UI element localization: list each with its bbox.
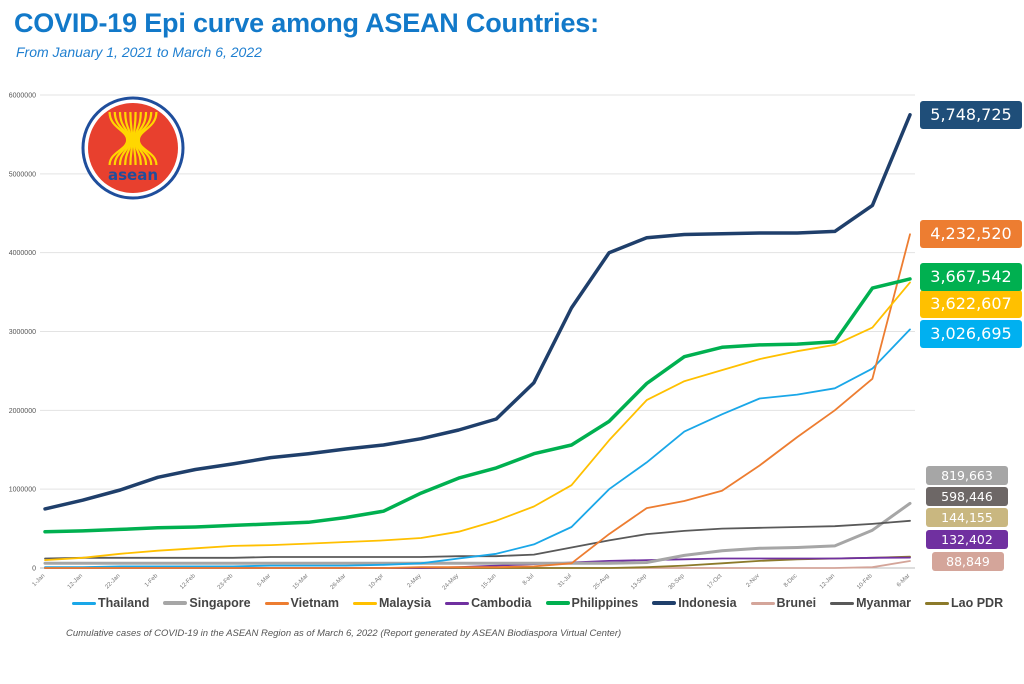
x-tick-label: 12-Jan: [67, 573, 84, 590]
legend-label: Lao PDR: [951, 596, 1004, 610]
x-tick-label: 8-Dec: [783, 573, 799, 589]
x-tick-label: 5-Mar: [257, 573, 272, 588]
legend-item-myanmar: Myanmar: [830, 596, 911, 610]
rice-stalk: [135, 111, 148, 166]
series-lines: [43, 113, 912, 569]
legend-swatch: [445, 601, 470, 605]
legend-item-cambodia: Cambodia: [445, 596, 532, 610]
rice-stalk: [137, 111, 158, 166]
legend-item-philippines: Philippines: [545, 596, 639, 610]
x-tick-label: 10-Apr: [368, 573, 385, 590]
end-label-singapore: 819,663: [926, 466, 1008, 485]
y-tick-label: 4000000: [9, 250, 36, 257]
y-tick-label: 0: [32, 566, 36, 573]
series-line-indonesia: [43, 113, 912, 511]
legend-swatch: [925, 601, 950, 605]
x-tick-label: 12-Feb: [179, 573, 197, 591]
x-tick-label: 26-Mar: [330, 573, 348, 591]
end-label-indonesia: 5,748,725: [920, 101, 1022, 129]
y-tick-label: 6000000: [9, 93, 36, 100]
x-tick-label: 10-Feb: [856, 573, 874, 591]
chart-subtitle: From January 1, 2021 to March 6, 2022: [16, 44, 262, 60]
legend-label: Indonesia: [678, 596, 737, 610]
rice-stalk: [108, 111, 129, 166]
end-label-philippines: 3,667,542: [920, 263, 1022, 291]
legend-swatch: [750, 601, 775, 605]
x-tick-label: 8-Jul: [522, 573, 535, 586]
legend-label: Malaysia: [378, 596, 432, 610]
series-line-malaysia: [44, 281, 911, 561]
legend-label: Myanmar: [856, 596, 912, 610]
end-label-lao-pdr: 144,155: [926, 508, 1008, 527]
x-tick-label: 2-Nov: [745, 573, 761, 589]
end-label-cambodia: 132,402: [926, 530, 1008, 549]
x-tick-label: 17-Oct: [706, 573, 723, 590]
rice-stalk: [136, 111, 153, 166]
rice-stalk: [129, 111, 134, 166]
x-tick-label: 23-Feb: [217, 573, 235, 591]
rice-stalk: [118, 111, 131, 166]
legend-swatch: [545, 601, 570, 605]
x-tick-label: 1-Jan: [32, 573, 47, 588]
legend-swatch: [652, 601, 677, 605]
x-tick-label: 15-Mar: [292, 573, 310, 591]
rice-stalk: [124, 111, 133, 166]
asean-logo: asean: [81, 96, 185, 200]
x-tick-label: 1-Feb: [144, 573, 160, 589]
legend-label: Philippines: [571, 596, 639, 610]
logo-text: asean: [108, 166, 158, 184]
x-tick-label: 2-May: [406, 573, 422, 589]
x-tick-label: 6-Mar: [896, 573, 911, 588]
end-label-vietnam: 4,232,520: [920, 220, 1022, 248]
end-label-thailand: 3,026,695: [920, 320, 1022, 348]
y-tick-label: 2000000: [9, 408, 36, 415]
legend-item-singapore: Singapore: [163, 596, 251, 610]
end-label-myanmar: 598,446: [926, 487, 1008, 506]
y-tick-label: 3000000: [9, 329, 36, 336]
end-label-malaysia: 3,622,607: [920, 290, 1022, 318]
legend-item-malaysia: Malaysia: [352, 596, 432, 610]
legend-swatch: [352, 601, 377, 605]
x-tick-label: 15-Jun: [480, 573, 497, 590]
x-axis-ticks: 1-Jan 12-Jan 22-Jan 1-Feb 12-Feb 23-Feb 5-Mar 1…: [32, 573, 912, 592]
y-tick-label: 1000000: [9, 487, 36, 494]
series-line-singapore: [43, 501, 912, 565]
x-tick-label: 12-Jan: [819, 573, 836, 590]
legend-label: Thailand: [98, 596, 150, 610]
rice-stalks-icon: [108, 111, 158, 166]
y-axis-ticks: 0 1000000 2000000 3000000 4000000 5000000 6000…: [9, 93, 36, 573]
legend-item-brunei: Brunei: [750, 596, 817, 610]
legend-label: Vietnam: [290, 596, 339, 610]
legend-label: Cambodia: [471, 596, 532, 610]
legend-item-thailand: Thailand: [72, 596, 149, 610]
legend-swatch: [264, 601, 289, 605]
legend-swatch: [830, 601, 855, 605]
rice-stalk: [113, 111, 130, 166]
legend-item-indonesia: Indonesia: [652, 596, 737, 610]
legend-item-lao-pdr: Lao PDR: [925, 596, 1003, 610]
series-line-thailand: [44, 328, 911, 569]
legend-swatch: [163, 601, 188, 605]
x-tick-label: 24-May: [442, 573, 460, 591]
series-line-philippines: [43, 277, 912, 534]
y-tick-label: 5000000: [9, 171, 36, 178]
chart-title: COVID-19 Epi curve among ASEAN Countries…: [14, 8, 599, 38]
legend-swatch: [72, 601, 96, 605]
x-tick-label: 31-Jul: [557, 573, 573, 589]
rice-stalk: [133, 111, 142, 166]
legend-label: Brunei: [776, 596, 817, 610]
end-label-brunei: 88,849: [932, 552, 1004, 571]
series-line-vietnam: [44, 233, 911, 569]
x-tick-label: 30-Sep: [668, 573, 686, 591]
x-tick-label: 22-Jan: [104, 573, 121, 590]
rice-stalk: [132, 111, 137, 166]
x-tick-label: 25-Aug: [593, 573, 611, 591]
legend-item-vietnam: Vietnam: [264, 596, 339, 610]
legend: Thailand Singapore Vietnam Malaysia Cambodia…: [72, 596, 1003, 610]
x-tick-label: 13-Sep: [630, 573, 648, 591]
chart-caption: Cumulative cases of COVID-19 in the ASEA…: [66, 628, 622, 639]
legend-label: Singapore: [189, 596, 251, 610]
